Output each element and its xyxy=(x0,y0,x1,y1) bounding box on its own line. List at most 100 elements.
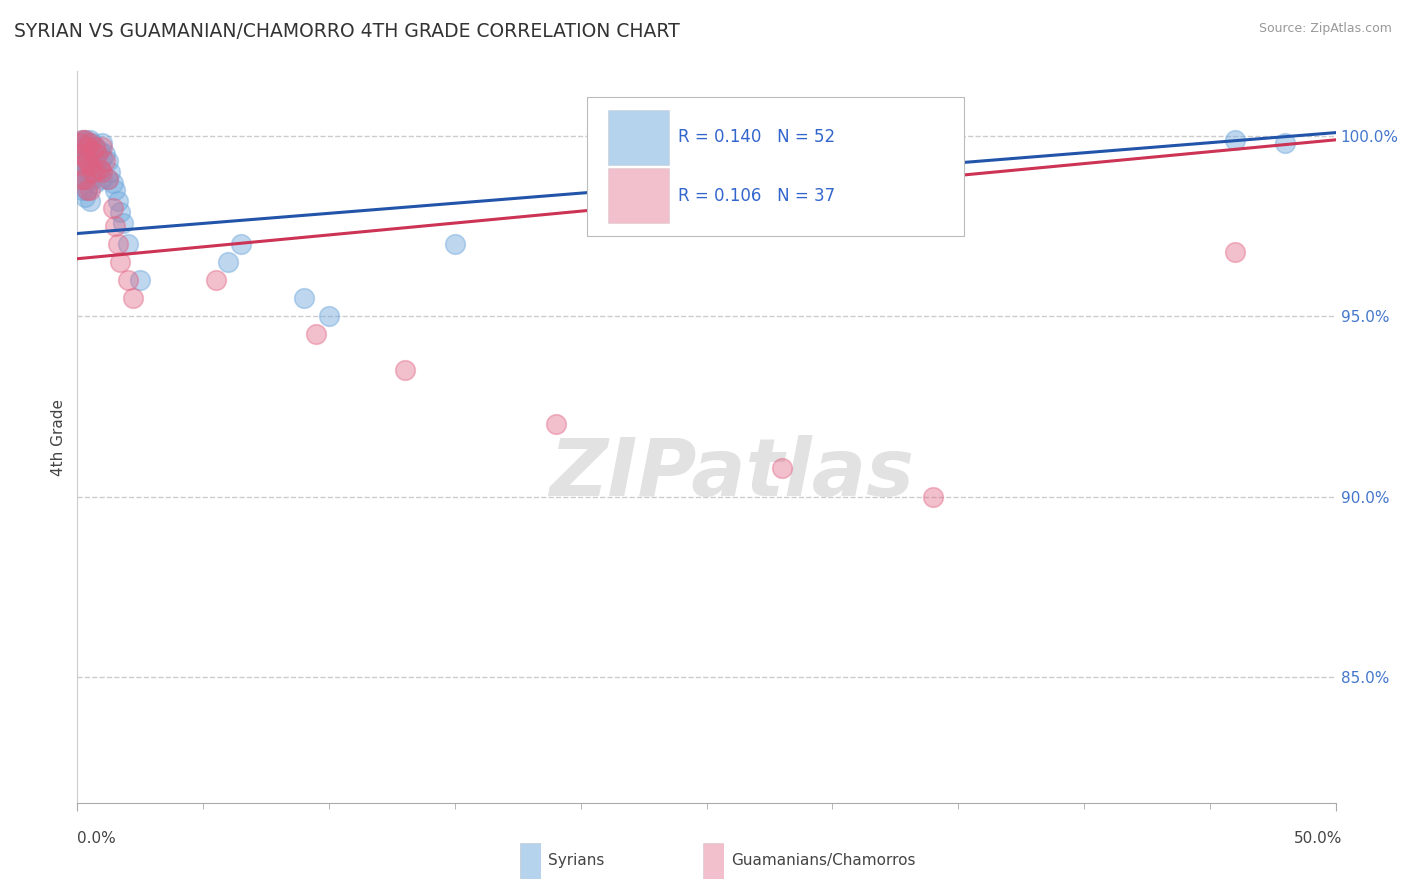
FancyBboxPatch shape xyxy=(609,169,669,223)
Point xyxy=(96,172,118,186)
Text: Guamanians/Chamorros: Guamanians/Chamorros xyxy=(731,854,915,868)
Text: ZIPatlas: ZIPatlas xyxy=(550,434,914,513)
Point xyxy=(73,133,96,147)
Point xyxy=(86,147,108,161)
FancyBboxPatch shape xyxy=(586,97,965,236)
Point xyxy=(72,172,94,186)
Point xyxy=(72,133,94,147)
Point xyxy=(129,273,152,287)
Point xyxy=(86,147,108,161)
Point xyxy=(117,273,139,287)
Point xyxy=(86,165,108,179)
Point xyxy=(91,140,114,154)
Point xyxy=(84,154,107,169)
Point xyxy=(121,291,143,305)
Point xyxy=(76,151,98,165)
Point xyxy=(104,183,127,197)
Point xyxy=(91,165,114,179)
Point xyxy=(111,216,134,230)
Point xyxy=(73,172,96,186)
Point xyxy=(79,158,101,172)
Text: Syrians: Syrians xyxy=(548,854,605,868)
Point xyxy=(82,172,104,186)
Point xyxy=(91,136,114,151)
Point xyxy=(76,165,98,179)
Point xyxy=(305,327,328,342)
Point xyxy=(72,165,94,179)
Point xyxy=(76,183,98,197)
Point xyxy=(770,460,793,475)
Point xyxy=(84,140,107,154)
Point xyxy=(73,144,96,158)
Point xyxy=(91,172,114,186)
Point xyxy=(318,310,340,324)
Point xyxy=(82,136,104,151)
Point xyxy=(107,237,129,252)
Point xyxy=(79,136,101,151)
Y-axis label: 4th Grade: 4th Grade xyxy=(51,399,66,475)
Text: Source: ZipAtlas.com: Source: ZipAtlas.com xyxy=(1258,22,1392,36)
Point xyxy=(73,158,96,172)
Point xyxy=(98,165,121,179)
Point xyxy=(1223,133,1246,147)
Point xyxy=(104,219,127,234)
Point xyxy=(76,136,98,151)
Point xyxy=(101,201,124,215)
Point xyxy=(292,291,315,305)
Point xyxy=(79,172,101,186)
Point xyxy=(72,147,94,161)
Point xyxy=(94,154,117,169)
Point xyxy=(91,151,114,165)
Point xyxy=(89,161,111,176)
Point xyxy=(72,133,94,147)
Point xyxy=(108,255,131,269)
Point xyxy=(79,194,101,208)
Text: SYRIAN VS GUAMANIAN/CHAMORRO 4TH GRADE CORRELATION CHART: SYRIAN VS GUAMANIAN/CHAMORRO 4TH GRADE C… xyxy=(14,22,681,41)
Point xyxy=(73,190,96,204)
Point xyxy=(444,237,467,252)
Point xyxy=(217,255,239,269)
Point xyxy=(394,363,416,377)
Point xyxy=(101,176,124,190)
Point xyxy=(544,417,567,432)
Text: 50.0%: 50.0% xyxy=(1295,831,1343,846)
Point xyxy=(204,273,226,287)
Point xyxy=(82,144,104,158)
Point xyxy=(73,151,96,165)
Point xyxy=(108,205,131,219)
Text: R = 0.106   N = 37: R = 0.106 N = 37 xyxy=(678,186,835,204)
Point xyxy=(82,165,104,179)
Point xyxy=(82,151,104,165)
Point xyxy=(73,172,96,186)
Text: 0.0%: 0.0% xyxy=(77,831,117,846)
Point xyxy=(69,136,91,151)
Point xyxy=(79,154,101,169)
Point xyxy=(73,133,96,147)
Point xyxy=(96,154,118,169)
Point xyxy=(89,161,111,176)
Point xyxy=(72,147,94,161)
Point xyxy=(76,183,98,197)
Point xyxy=(69,158,91,172)
Point xyxy=(1274,136,1296,151)
Point xyxy=(84,165,107,179)
Point xyxy=(69,172,91,186)
Point xyxy=(96,172,118,186)
Point xyxy=(79,144,101,158)
Point xyxy=(79,183,101,197)
Point xyxy=(69,154,91,169)
Point xyxy=(1223,244,1246,259)
Point xyxy=(229,237,252,252)
Point xyxy=(922,490,945,504)
Point xyxy=(79,133,101,147)
Text: R = 0.140   N = 52: R = 0.140 N = 52 xyxy=(678,128,835,146)
Point xyxy=(117,237,139,252)
Point xyxy=(76,140,98,154)
FancyBboxPatch shape xyxy=(609,110,669,165)
Point xyxy=(84,176,107,190)
Point xyxy=(72,183,94,197)
Point xyxy=(94,147,117,161)
Point xyxy=(107,194,129,208)
Point xyxy=(76,154,98,169)
Point xyxy=(89,144,111,158)
